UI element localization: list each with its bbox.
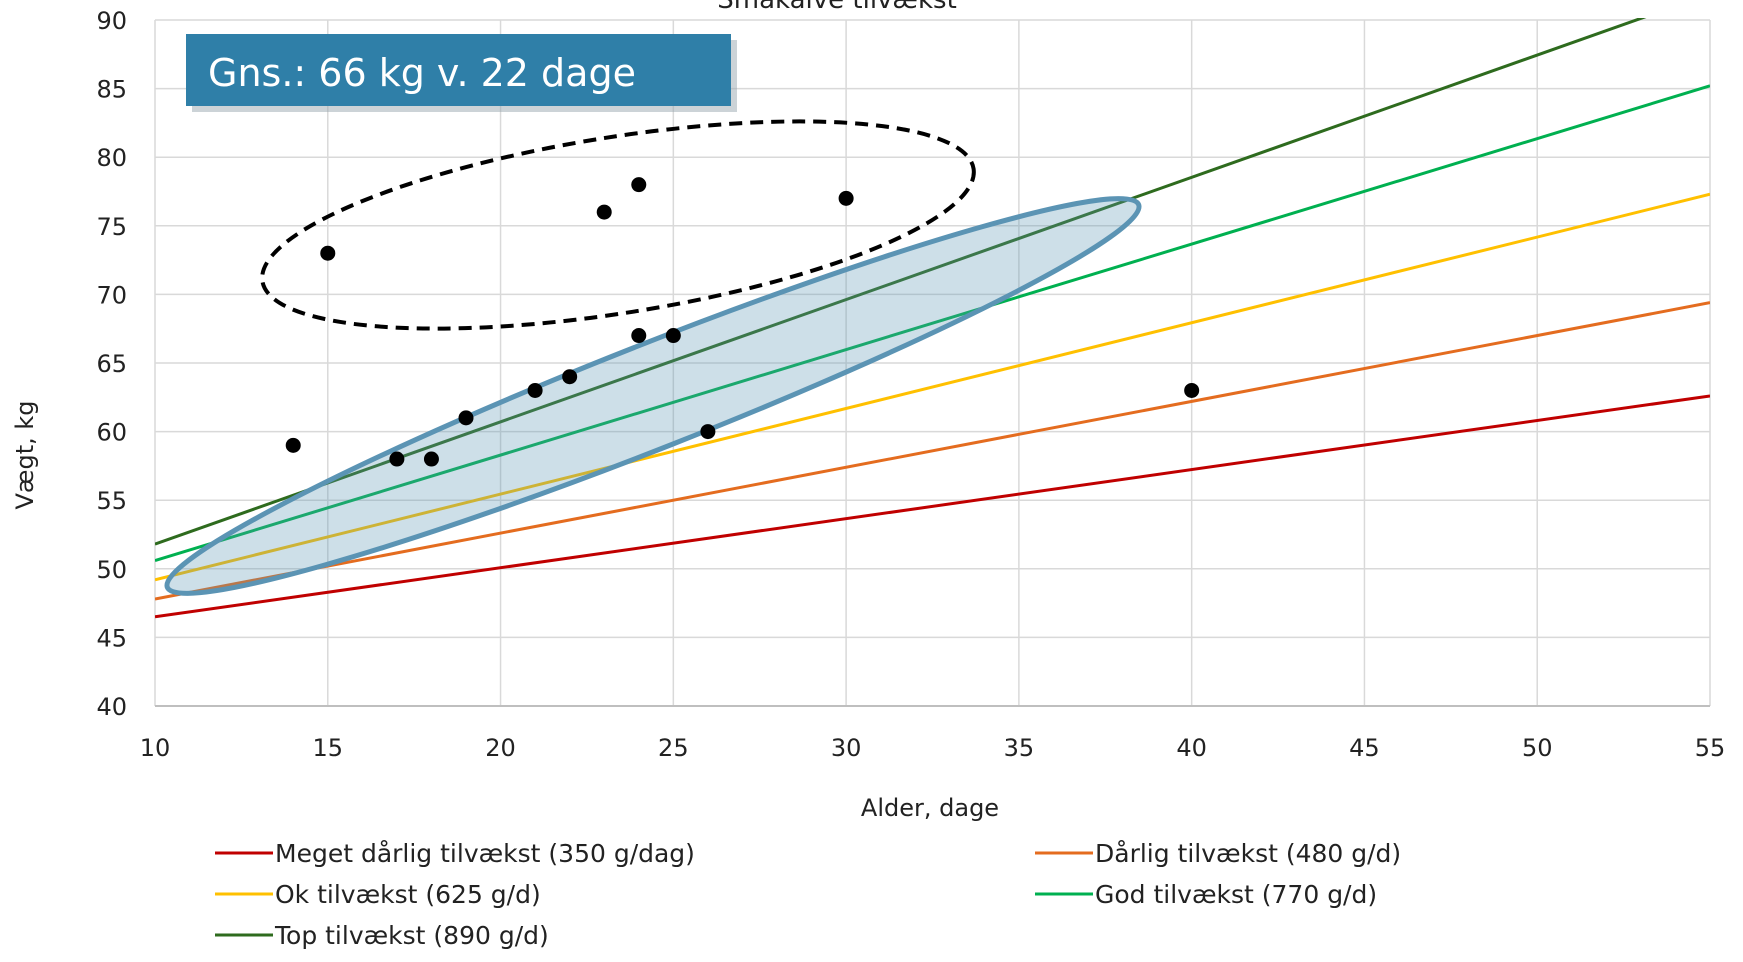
legend-item: Dårlig tilvækst (480 g/d) (1035, 839, 1401, 868)
series-line (155, 84, 1710, 563)
series-line (155, 18, 1647, 546)
data-point (665, 328, 681, 344)
x-tick-label: 50 (1522, 734, 1553, 762)
series-lines (155, 18, 1710, 619)
data-point (631, 177, 647, 193)
average-callout: Gns.: 66 kg v. 22 dage (186, 34, 737, 112)
y-tick-label: 55 (96, 487, 127, 515)
x-tick-label: 30 (831, 734, 862, 762)
data-point (631, 328, 647, 344)
y-tick-label: 65 (96, 350, 127, 378)
data-point (527, 382, 543, 398)
legend-label: Meget dårlig tilvækst (350 g/dag) (275, 839, 695, 868)
series-line (155, 394, 1710, 619)
x-tick-label: 45 (1349, 734, 1380, 762)
data-point (285, 437, 301, 453)
legend-item: God tilvækst (770 g/d) (1035, 880, 1377, 909)
legend-item: Meget dårlig tilvækst (350 g/dag) (215, 839, 695, 868)
data-point (700, 424, 716, 440)
y-tick-label: 75 (96, 213, 127, 241)
chart-title: Småkalve tilvækst (717, 0, 957, 15)
series-line (155, 192, 1710, 582)
data-point (423, 451, 439, 467)
data-points (285, 177, 1200, 467)
dashed-outlier-ellipse (260, 119, 976, 331)
y-tick-label: 80 (96, 144, 127, 172)
x-tick-label: 15 (313, 734, 344, 762)
data-point (389, 451, 405, 467)
callout-box (186, 34, 731, 106)
legend-label: Dårlig tilvækst (480 g/d) (1095, 839, 1401, 868)
tick-labels: 40 45 50 55 60 65 70 75 80 85 90 10 15 20 25 30 35 40 45 50… (96, 7, 1725, 762)
x-tick-label: 55 (1695, 734, 1726, 762)
x-tick-label: 20 (485, 734, 516, 762)
x-tick-label: 35 (1004, 734, 1035, 762)
legend-item: Ok tilvækst (625 g/d) (215, 880, 541, 909)
y-tick-label: 40 (96, 693, 127, 721)
y-tick-label: 45 (96, 624, 127, 652)
data-point (838, 190, 854, 206)
legend: Meget dårlig tilvækst (350 g/dag) Dårlig … (215, 839, 1401, 950)
data-point (320, 245, 336, 261)
x-tick-label: 25 (658, 734, 689, 762)
legend-item: Top tilvækst (890 g/d) (215, 921, 549, 950)
data-point (458, 410, 474, 426)
y-tick-label: 50 (96, 556, 127, 584)
x-tick-label: 10 (140, 734, 171, 762)
legend-label: God tilvækst (770 g/d) (1095, 880, 1377, 909)
x-axis-title: Alder, dage (861, 794, 999, 822)
target-range-ellipse (164, 196, 1142, 596)
y-tick-label: 60 (96, 419, 127, 447)
series-line (155, 301, 1710, 601)
data-point (1184, 382, 1200, 398)
grid-layer (154, 19, 1711, 707)
y-tick-label: 70 (96, 281, 127, 309)
data-point (562, 369, 578, 385)
legend-label: Top tilvækst (890 g/d) (274, 921, 549, 950)
annotation-layer (164, 119, 1142, 596)
x-tick-label: 40 (1176, 734, 1207, 762)
legend-label: Ok tilvækst (625 g/d) (275, 880, 541, 909)
callout-text: Gns.: 66 kg v. 22 dage (208, 51, 636, 95)
y-tick-label: 85 (96, 76, 127, 104)
y-tick-label: 90 (96, 7, 127, 35)
y-axis-title: Vægt, kg (11, 400, 39, 509)
data-point (596, 204, 612, 220)
